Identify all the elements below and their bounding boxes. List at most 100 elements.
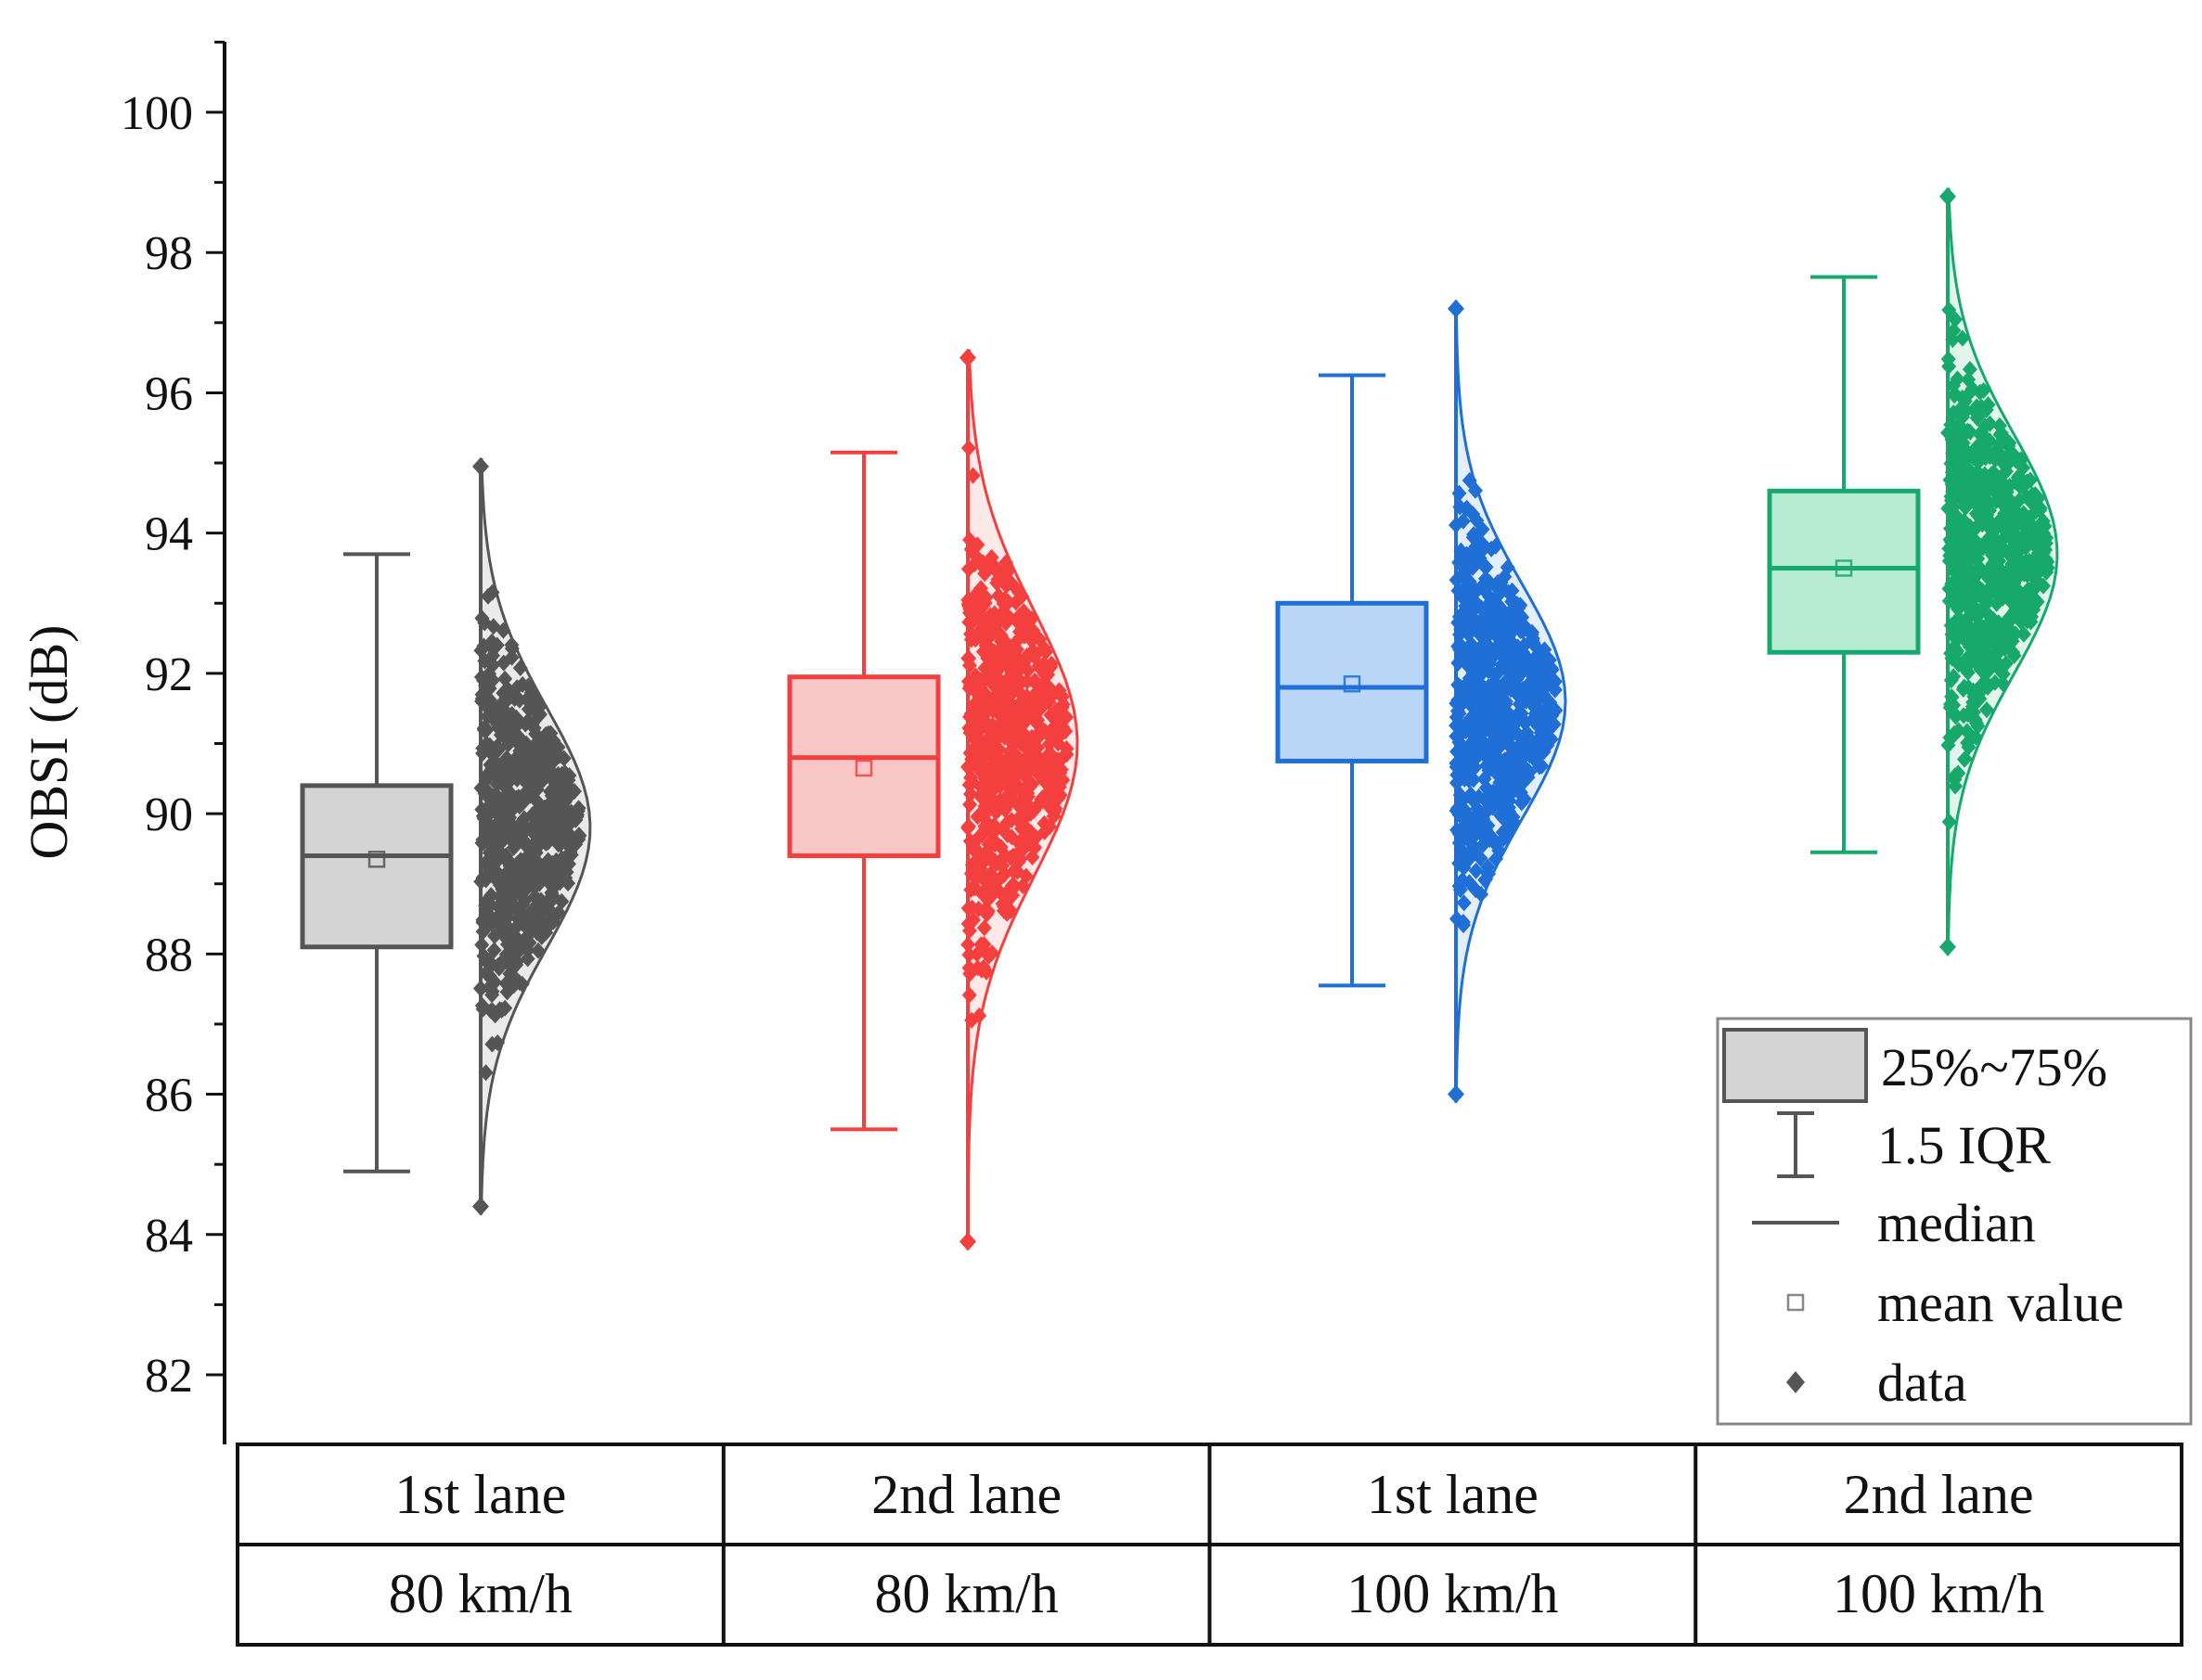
data-point xyxy=(1451,806,1467,824)
data-point xyxy=(1454,793,1470,810)
data-point xyxy=(1970,631,1986,648)
data-point xyxy=(986,765,1001,783)
data-point xyxy=(961,959,977,977)
data-point xyxy=(1493,806,1509,824)
data-point xyxy=(532,706,547,723)
data-point xyxy=(1017,827,1033,845)
data-point xyxy=(1457,564,1473,581)
data-point xyxy=(2029,593,2045,610)
data-point xyxy=(1478,701,1494,719)
data-point xyxy=(997,848,1012,866)
data-point xyxy=(1054,770,1070,788)
data-point xyxy=(996,793,1011,811)
data-point xyxy=(1451,705,1467,723)
data-point xyxy=(484,584,500,601)
data-point xyxy=(550,738,566,756)
data-point xyxy=(960,936,976,954)
data-point xyxy=(961,986,977,1004)
data-point xyxy=(1490,751,1506,769)
data-point xyxy=(551,904,567,921)
data-point xyxy=(1522,651,1538,669)
legend-box-key xyxy=(1722,1028,1868,1103)
data-point xyxy=(1028,675,1044,693)
box-group-4 xyxy=(1767,186,2059,956)
data-point xyxy=(1941,814,1957,830)
data-point xyxy=(509,709,524,726)
data-point xyxy=(509,917,525,935)
data-point xyxy=(1989,532,2004,550)
data-point xyxy=(964,541,980,558)
data-point xyxy=(1024,837,1039,854)
data-point xyxy=(1500,620,1515,637)
data-point xyxy=(964,899,980,917)
data-point xyxy=(538,863,554,880)
data-point xyxy=(1994,519,2010,536)
data-point xyxy=(973,865,988,882)
data-point xyxy=(1480,858,1496,876)
data-point xyxy=(971,829,986,847)
data-point xyxy=(1004,575,1020,593)
data-point xyxy=(1958,402,1974,419)
data-point xyxy=(1479,757,1495,775)
data-point xyxy=(2023,613,2039,631)
data-point xyxy=(961,719,977,737)
data-point xyxy=(1051,723,1066,740)
data-point xyxy=(1000,561,1016,579)
data-point xyxy=(1991,660,2007,678)
data-point xyxy=(554,850,570,867)
data-point xyxy=(1942,729,1958,747)
data-point xyxy=(1462,547,1477,565)
y-tick-label: 90 xyxy=(145,789,193,841)
box-group-2 xyxy=(787,348,1079,1251)
data-point xyxy=(1487,625,1502,643)
data-point xyxy=(1966,520,1982,538)
speed-label: 100 km/h xyxy=(1833,1563,2044,1624)
data-point xyxy=(1468,840,1484,857)
data-point xyxy=(1487,666,1502,684)
data-point xyxy=(475,1000,491,1018)
data-point xyxy=(1469,583,1485,599)
y-tick-label: 88 xyxy=(145,929,193,981)
data-points xyxy=(959,348,1075,1251)
data-point xyxy=(996,595,1011,612)
data-point xyxy=(1966,570,1982,587)
data-point xyxy=(2028,486,2043,504)
data-points xyxy=(1939,186,2055,956)
data-point xyxy=(522,758,538,776)
data-point xyxy=(1942,471,1958,489)
data-point xyxy=(964,856,980,874)
data-point xyxy=(517,860,533,878)
data-point xyxy=(1476,770,1492,788)
data-point xyxy=(1017,627,1032,645)
data-point xyxy=(2016,507,2031,524)
data-point xyxy=(1010,811,1025,828)
data-point xyxy=(1959,723,1975,740)
data-point xyxy=(482,680,497,698)
data-point xyxy=(972,729,987,747)
data-point xyxy=(491,719,507,737)
data-point xyxy=(2006,647,2022,664)
data-point xyxy=(987,644,1002,661)
data-point xyxy=(1026,698,1041,715)
data-point xyxy=(519,918,534,936)
data-point xyxy=(488,786,504,803)
data-point xyxy=(1967,607,1983,624)
data-point xyxy=(1009,722,1024,739)
data-point xyxy=(1993,494,2009,511)
data-point xyxy=(540,725,556,742)
data-point xyxy=(990,571,1006,588)
data-point xyxy=(1449,743,1465,761)
data-point xyxy=(1005,887,1021,904)
data-point xyxy=(1462,786,1478,803)
data-point xyxy=(484,1035,500,1053)
data-point xyxy=(981,891,997,908)
legend-label-whisker: 1.5 IQR xyxy=(1877,1115,2051,1175)
data-point xyxy=(996,902,1011,919)
data-point xyxy=(1991,435,2007,453)
data-point xyxy=(485,855,501,873)
data-point xyxy=(1054,699,1070,716)
data-point xyxy=(1501,737,1517,755)
data-point xyxy=(1944,688,1960,705)
data-point xyxy=(995,699,1011,716)
data-point xyxy=(961,922,977,940)
